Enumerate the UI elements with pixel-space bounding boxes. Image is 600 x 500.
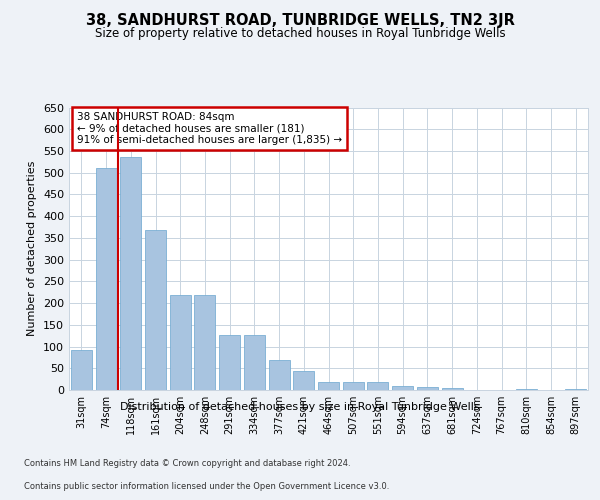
Bar xyxy=(318,382,339,390)
Bar xyxy=(442,388,463,390)
Bar xyxy=(293,372,314,390)
Y-axis label: Number of detached properties: Number of detached properties xyxy=(28,161,37,336)
Bar xyxy=(71,350,92,390)
Bar xyxy=(145,230,166,390)
Bar xyxy=(120,158,141,390)
Bar xyxy=(367,382,388,390)
Bar xyxy=(219,335,240,390)
Bar xyxy=(565,388,586,390)
Bar xyxy=(170,295,191,390)
Bar xyxy=(516,388,537,390)
Bar xyxy=(343,382,364,390)
Bar xyxy=(269,360,290,390)
Bar xyxy=(244,335,265,390)
Bar xyxy=(392,386,413,390)
Text: 38 SANDHURST ROAD: 84sqm
← 9% of detached houses are smaller (181)
91% of semi-d: 38 SANDHURST ROAD: 84sqm ← 9% of detache… xyxy=(77,112,342,145)
Text: Contains HM Land Registry data © Crown copyright and database right 2024.: Contains HM Land Registry data © Crown c… xyxy=(24,458,350,468)
Text: 38, SANDHURST ROAD, TUNBRIDGE WELLS, TN2 3JR: 38, SANDHURST ROAD, TUNBRIDGE WELLS, TN2… xyxy=(86,12,514,28)
Bar xyxy=(417,386,438,390)
Text: Contains public sector information licensed under the Open Government Licence v3: Contains public sector information licen… xyxy=(24,482,389,491)
Text: Distribution of detached houses by size in Royal Tunbridge Wells: Distribution of detached houses by size … xyxy=(120,402,480,412)
Bar xyxy=(194,295,215,390)
Bar xyxy=(95,168,116,390)
Text: Size of property relative to detached houses in Royal Tunbridge Wells: Size of property relative to detached ho… xyxy=(95,28,505,40)
